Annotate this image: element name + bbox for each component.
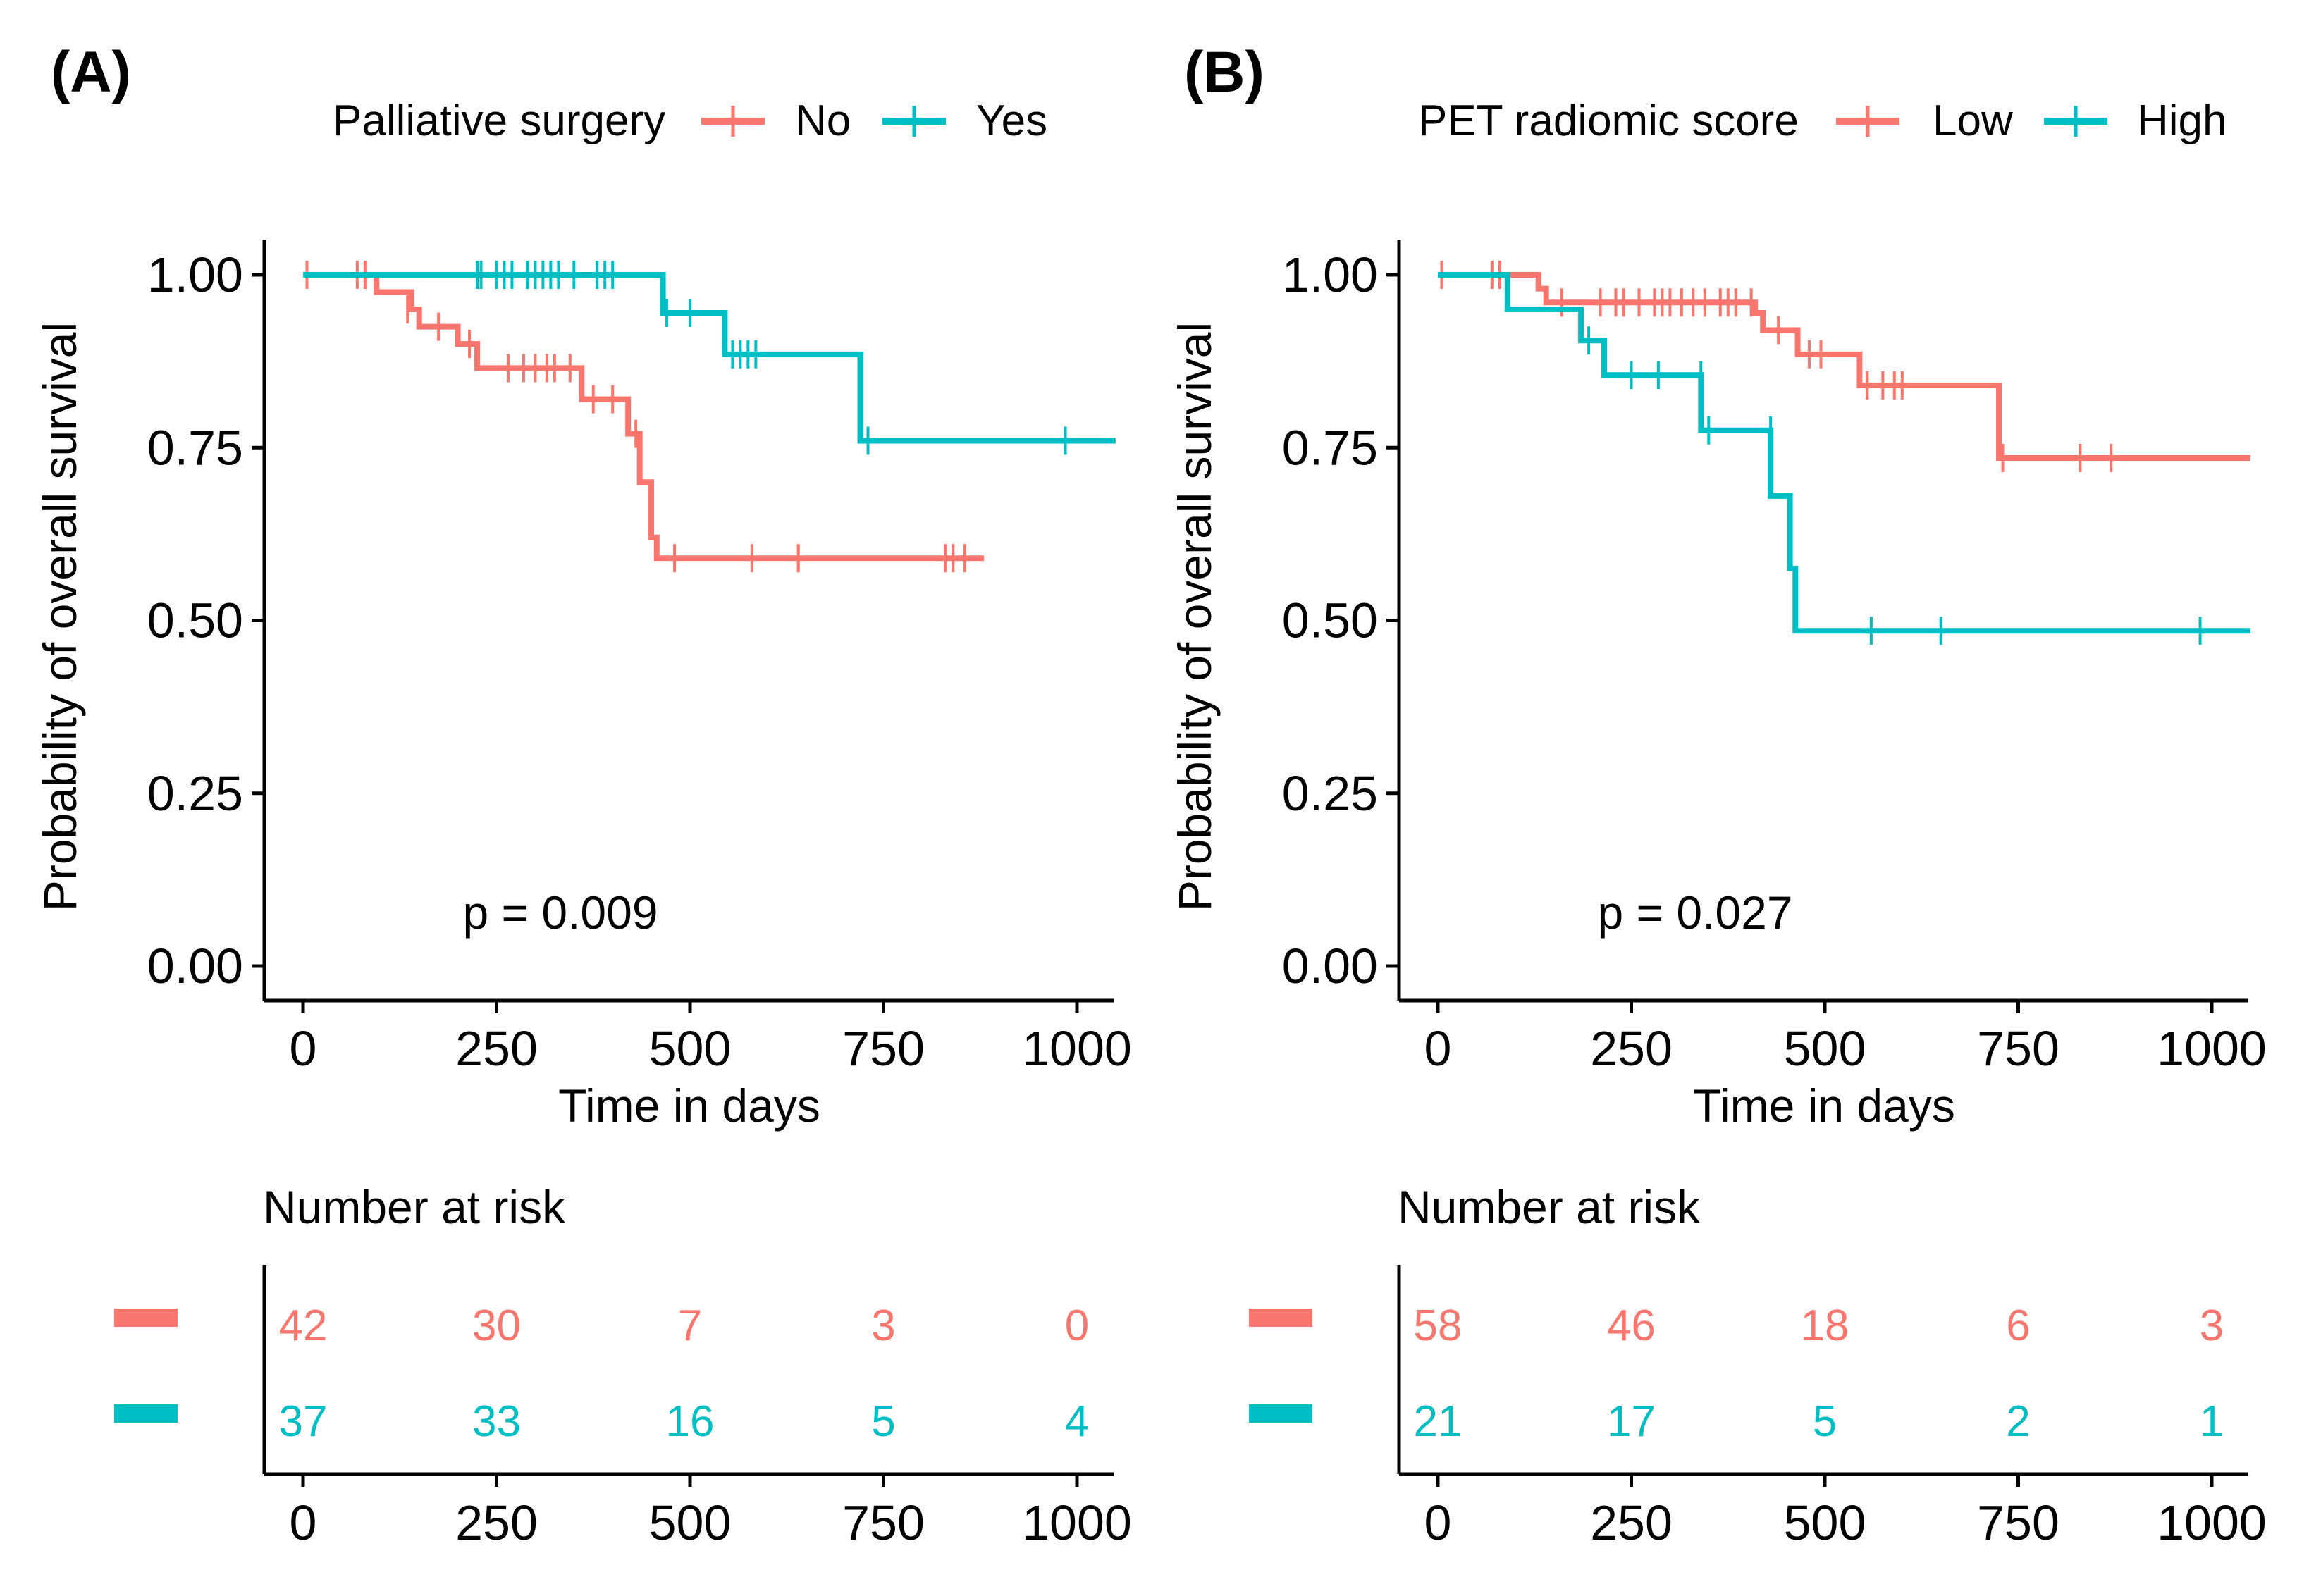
x-axis-title-b: Time in days (1693, 1080, 1955, 1132)
x-tick-label: 500 (1784, 1021, 1866, 1076)
risk-x-tick-label: 500 (649, 1495, 732, 1550)
y-tick-label: 0.75 (147, 420, 243, 475)
x-tick-label: 0 (290, 1021, 317, 1076)
legend-title-b: PET radiomic score (1418, 97, 1799, 145)
series-no (303, 261, 985, 573)
y-tick-label: 0.75 (1282, 420, 1378, 475)
y-tick-label: 0.50 (1282, 593, 1378, 648)
legend-label-yes: Yes (976, 97, 1047, 145)
y-tick-label: 0.00 (1282, 939, 1378, 994)
risk-count-yes: 33 (472, 1397, 521, 1446)
legend-a: Palliative surgery No Yes (333, 97, 1047, 145)
legend-key-low (1836, 106, 1899, 137)
risk-x-tick-label: 500 (1784, 1495, 1866, 1550)
y-tick-label: 0.00 (147, 939, 243, 994)
legend-key-high (2044, 106, 2107, 137)
x-axis-title-a: Time in days (558, 1080, 820, 1132)
survival-curve-no (303, 272, 985, 562)
risk-count-yes: 16 (666, 1397, 715, 1446)
risk-key-yes (114, 1404, 178, 1423)
risk-count-low: 18 (1801, 1301, 1849, 1350)
risk-count-high: 17 (1607, 1397, 1656, 1446)
risk-count-high: 5 (1813, 1397, 1837, 1446)
x-tick-label: 0 (1424, 1021, 1452, 1076)
risk-count-no: 7 (678, 1301, 702, 1350)
y-tick-label: 1.00 (147, 247, 243, 302)
legend-title-a: Palliative surgery (333, 97, 665, 145)
panel-a: (A) Palliative surgery No Yes Probabilit… (34, 40, 1132, 1550)
survival-curve-high (1438, 272, 2250, 634)
y-tick-label: 0.25 (147, 766, 243, 821)
risk-count-low: 3 (2200, 1301, 2224, 1350)
risk-x-tick-label: 750 (842, 1495, 925, 1550)
panel-label-b: (B) (1184, 40, 1264, 104)
risk-table-title-b: Number at risk (1398, 1181, 1701, 1233)
legend-key-yes (882, 106, 946, 137)
y-tick-label: 0.50 (147, 593, 243, 648)
risk-count-high: 21 (1414, 1397, 1462, 1446)
y-axis-title-a: Probability of overall survival (34, 322, 86, 911)
y-tick-label: 0.25 (1282, 766, 1378, 821)
risk-count-no: 42 (279, 1301, 328, 1350)
risk-x-tick-label: 250 (1590, 1495, 1673, 1550)
risk-count-low: 6 (2006, 1301, 2030, 1350)
risk-count-low: 58 (1414, 1301, 1462, 1350)
risk-x-tick-label: 0 (290, 1495, 317, 1550)
y-tick-label: 1.00 (1282, 247, 1378, 302)
x-tick-label: 500 (649, 1021, 732, 1076)
survival-curve-low (1438, 272, 2250, 461)
risk-key-low (1249, 1309, 1312, 1327)
legend-key-no (701, 106, 765, 137)
risk-count-high: 2 (2006, 1397, 2030, 1446)
panel-b: (B) PET radiomic score Low High Probabil… (1169, 40, 2267, 1550)
risk-count-low: 46 (1607, 1301, 1656, 1350)
x-tick-label: 1000 (1022, 1021, 1132, 1076)
legend-label-high: High (2137, 97, 2227, 145)
risk-count-no: 0 (1065, 1301, 1089, 1350)
series-low (1438, 261, 2250, 472)
x-tick-label: 250 (1590, 1021, 1673, 1076)
p-value-b: p = 0.027 (1597, 886, 1792, 939)
panel-label-a: (A) (51, 40, 131, 104)
risk-x-tick-label: 250 (455, 1495, 538, 1550)
risk-count-no: 3 (871, 1301, 895, 1350)
x-tick-label: 750 (842, 1021, 925, 1076)
risk-x-tick-label: 1000 (2157, 1495, 2267, 1550)
x-tick-label: 750 (1977, 1021, 2059, 1076)
risk-table-title-a: Number at risk (263, 1181, 566, 1233)
series-yes (303, 261, 1116, 455)
legend-b: PET radiomic score Low High (1418, 97, 2227, 145)
risk-count-yes: 5 (871, 1397, 895, 1446)
p-value-a: p = 0.009 (462, 886, 658, 939)
risk-count-high: 1 (2200, 1397, 2224, 1446)
risk-x-tick-label: 750 (1977, 1495, 2059, 1550)
series-high (1438, 272, 2250, 645)
x-tick-label: 1000 (2157, 1021, 2267, 1076)
risk-count-yes: 37 (279, 1397, 328, 1446)
y-axis-title-b: Probability of overall survival (1169, 322, 1221, 911)
risk-x-tick-label: 1000 (1022, 1495, 1132, 1550)
legend-label-low: Low (1933, 97, 2013, 145)
risk-count-yes: 4 (1065, 1397, 1089, 1446)
risk-key-high (1249, 1404, 1312, 1423)
risk-key-no (114, 1309, 178, 1327)
legend-label-no: No (795, 97, 851, 145)
x-tick-label: 250 (455, 1021, 538, 1076)
risk-count-no: 30 (472, 1301, 521, 1350)
survival-curve-yes (303, 272, 1116, 444)
risk-x-tick-label: 0 (1424, 1495, 1452, 1550)
